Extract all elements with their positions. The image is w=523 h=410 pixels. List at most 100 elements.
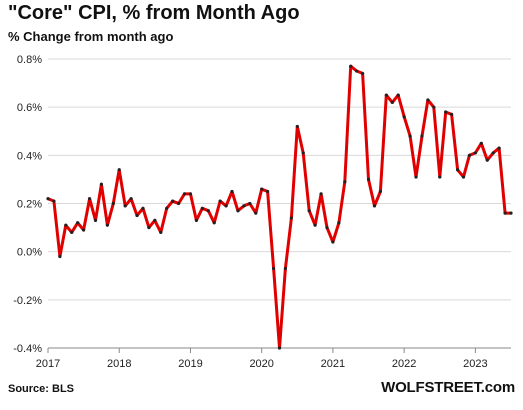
x-tick-label: 2021: [321, 358, 345, 370]
data-point: [117, 168, 121, 172]
y-tick-label: -0.2%: [13, 295, 42, 307]
data-point: [319, 192, 323, 196]
data-point: [414, 175, 418, 179]
data-point: [384, 93, 388, 97]
data-point: [64, 223, 68, 227]
data-point: [254, 211, 258, 215]
data-point: [123, 204, 127, 208]
data-point: [378, 189, 383, 194]
data-point: [93, 218, 98, 222]
data-point: [390, 100, 394, 104]
data-point: [218, 199, 222, 203]
data-point: [135, 213, 139, 218]
data-point: [396, 93, 400, 97]
data-point: [461, 175, 466, 179]
data-point: [224, 204, 228, 208]
data-point: [46, 197, 50, 201]
brand-label: WOLFSTREET.com: [381, 379, 515, 396]
data-point: [266, 189, 270, 194]
data-point: [206, 209, 210, 213]
data-point: [58, 254, 62, 259]
data-point: [248, 201, 252, 206]
data-point: [455, 168, 460, 172]
data-point: [76, 221, 80, 225]
data-point: [361, 71, 365, 76]
data-point: [194, 218, 198, 222]
data-point: [147, 225, 151, 230]
data-point: [307, 209, 311, 213]
data-point: [325, 225, 329, 230]
x-tick-label: 2017: [36, 358, 60, 370]
source-note: Source: BLS: [8, 383, 75, 395]
data-point: [200, 206, 204, 210]
x-tick-label: 2023: [463, 358, 487, 370]
data-point: [503, 211, 507, 215]
data-point: [111, 201, 115, 206]
data-point: [444, 110, 448, 114]
data-point: [242, 204, 246, 208]
data-point: [479, 141, 483, 145]
data-point: [432, 105, 436, 109]
data-point: [426, 98, 430, 102]
data-point: [153, 218, 157, 222]
data-point: [366, 177, 371, 182]
data-point: [236, 209, 240, 213]
data-point: [171, 199, 175, 203]
data-point: [509, 211, 513, 215]
data-point: [408, 134, 412, 138]
data-point: [355, 69, 359, 73]
data-point: [438, 175, 442, 179]
data-point: [176, 201, 181, 206]
data-point: [349, 64, 353, 68]
x-tick-label: 2022: [392, 358, 416, 370]
x-tick-label: 2020: [249, 358, 273, 370]
data-point: [70, 230, 74, 234]
data-point: [331, 240, 335, 244]
data-point: [473, 151, 477, 155]
data-point: [337, 221, 341, 225]
x-tick-label: 2018: [107, 358, 131, 370]
data-point: [230, 189, 234, 194]
y-tick-label: 0.0%: [17, 247, 42, 259]
data-point: [182, 192, 187, 196]
data-point: [491, 151, 495, 155]
chart-title: "Core" CPI, % from Month Ago: [8, 2, 300, 24]
data-point: [497, 146, 501, 150]
data-point: [295, 124, 299, 129]
data-point: [313, 223, 317, 227]
data-point: [129, 197, 133, 201]
data-point: [301, 151, 305, 155]
data-point: [260, 187, 264, 191]
data-point: [450, 112, 454, 116]
data-point: [372, 204, 377, 208]
data-point: [105, 223, 109, 227]
data-point: [402, 115, 406, 119]
data-point: [159, 230, 163, 234]
y-tick-label: 0.2%: [17, 199, 42, 211]
data-point: [289, 216, 293, 220]
data-point: [165, 206, 169, 210]
data-point: [271, 266, 276, 271]
data-point: [82, 228, 86, 232]
data-point: [212, 221, 216, 225]
x-tick-label: 2019: [178, 358, 202, 370]
data-point: [343, 180, 347, 184]
series-line: [46, 64, 513, 350]
data-point: [52, 199, 56, 203]
chart-subtitle: % Change from month ago: [8, 29, 174, 44]
x-axis: 2017 2018 2019 2020 2021 2022 2023: [36, 347, 511, 370]
data-point: [420, 134, 424, 138]
y-tick-label: 0.8%: [17, 54, 42, 66]
y-tick-label: 0.6%: [17, 102, 42, 114]
data-point: [485, 158, 489, 162]
series-path: [46, 64, 513, 350]
data-point: [141, 206, 145, 210]
y-tick-label: 0.4%: [17, 150, 42, 162]
y-axis: -0.4% -0.2% 0.0% 0.2% 0.4% 0.6% 0.8%: [13, 54, 42, 355]
data-point: [188, 192, 193, 196]
gridlines: [48, 58, 511, 349]
data-point: [283, 266, 288, 271]
y-tick-label: -0.4%: [13, 343, 42, 355]
data-point: [87, 197, 92, 201]
